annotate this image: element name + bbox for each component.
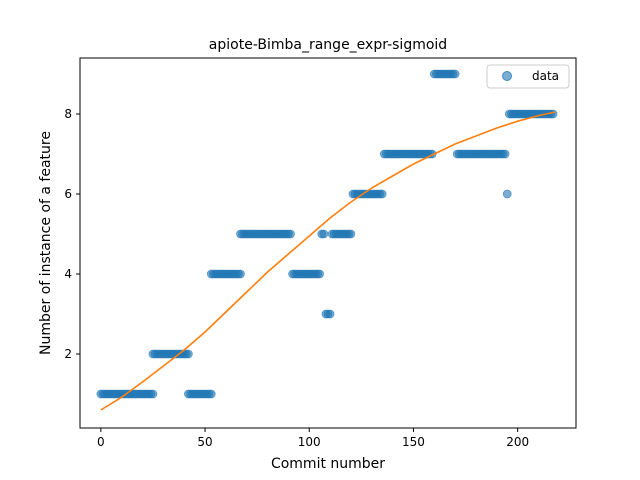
y-tick-label: 8 xyxy=(64,107,72,121)
x-axis: 0 50 100 150 200 xyxy=(97,428,529,449)
y-axis-label: Number of instance of a feature xyxy=(38,131,54,355)
y-axis: 2 4 6 8 xyxy=(64,107,80,361)
legend-label-data: data xyxy=(532,69,559,83)
data-point xyxy=(315,269,325,279)
plot-frame xyxy=(79,57,577,429)
data-point xyxy=(206,389,216,399)
legend-box xyxy=(486,64,570,89)
data-point xyxy=(500,149,510,159)
data-point xyxy=(286,229,295,239)
x-tick-label: 200 xyxy=(506,435,529,449)
data-point xyxy=(548,109,558,119)
data-point xyxy=(450,69,460,79)
x-tick-label: 0 xyxy=(97,435,105,449)
y-tick-label: 6 xyxy=(64,187,72,201)
data-point xyxy=(377,189,387,199)
fit-line-layer xyxy=(100,111,556,411)
data-point xyxy=(236,269,245,279)
data-point xyxy=(346,229,356,239)
legend: data xyxy=(486,64,570,89)
x-tick-label: 150 xyxy=(402,435,425,449)
data-point xyxy=(319,229,329,239)
y-tick-label: 4 xyxy=(64,267,72,281)
chart-title: apiote-Bimba_range_expr-sigmoid xyxy=(209,37,447,53)
x-tick-label: 50 xyxy=(197,435,212,449)
fit-line xyxy=(100,111,556,411)
legend-marker-data xyxy=(502,71,512,81)
data-point xyxy=(325,309,335,319)
x-tick-label: 100 xyxy=(298,435,321,449)
x-axis-label: Commit number xyxy=(271,456,385,472)
data-point xyxy=(502,189,512,199)
data-point xyxy=(148,389,158,399)
data-point xyxy=(183,349,193,359)
y-tick-label: 2 xyxy=(64,347,72,361)
